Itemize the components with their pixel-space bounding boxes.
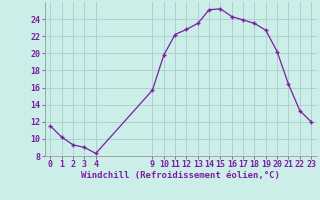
- X-axis label: Windchill (Refroidissement éolien,°C): Windchill (Refroidissement éolien,°C): [81, 171, 280, 180]
